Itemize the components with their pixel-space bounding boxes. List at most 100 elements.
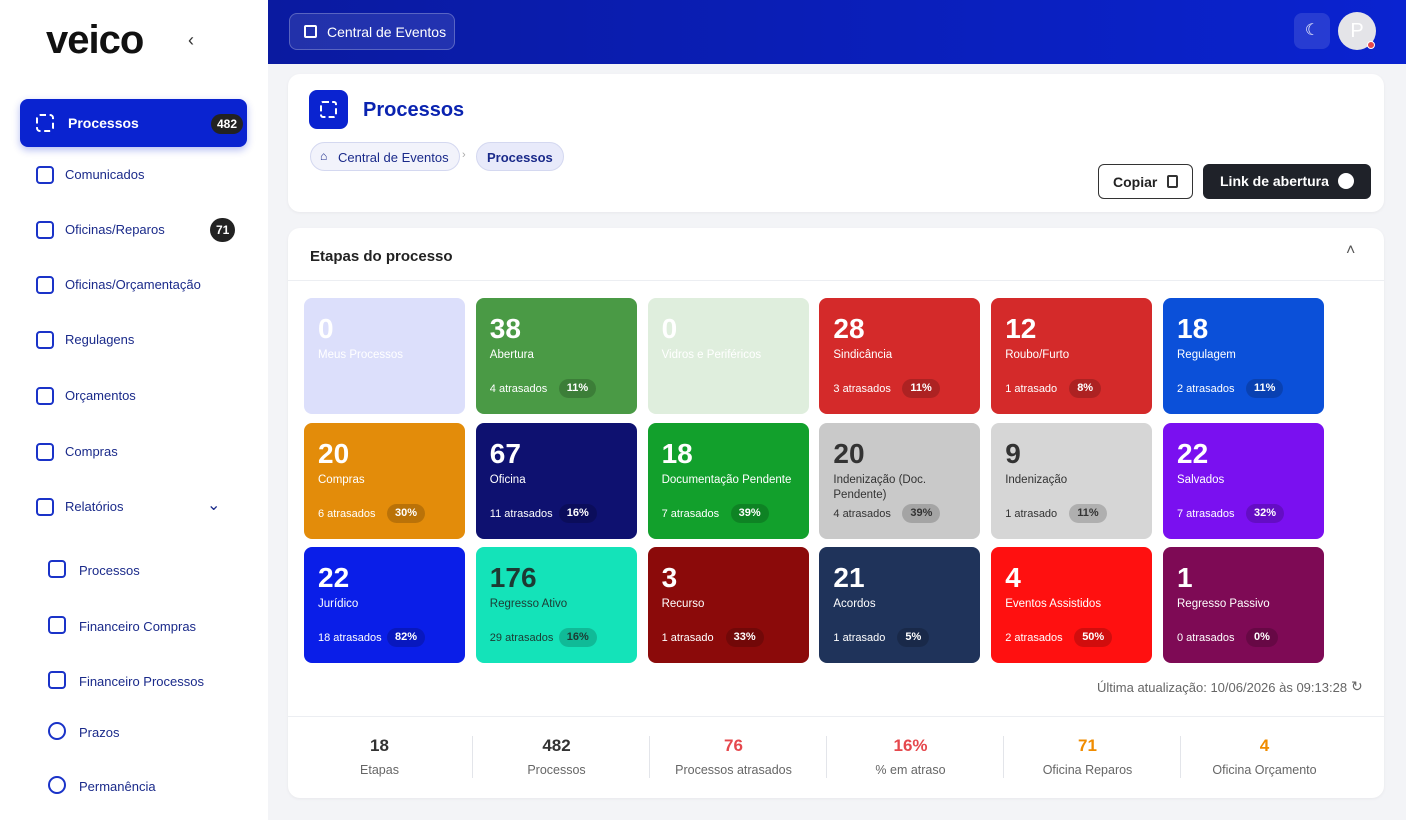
nav-label: Oficinas/Orçamentação — [65, 277, 201, 292]
stage-late: 2 atrasados — [1005, 632, 1063, 644]
sub-nav-icon — [48, 616, 66, 634]
stage-card[interactable]: 0 Vidros e Periféricos — [647, 298, 809, 414]
stage-card[interactable]: 1 Regresso Passivo 0 atrasados 0% — [1163, 547, 1324, 663]
summary-item: 16% % em atraso — [819, 728, 1002, 788]
nav-item[interactable]: Compras — [20, 428, 247, 476]
stage-late-percent: 33% — [725, 628, 764, 647]
stage-card[interactable]: 20 Indenização (Doc. Pendente) 4 atrasados… — [819, 422, 981, 539]
stage-late: 1 atrasado — [1005, 383, 1058, 395]
stage-late-percent: 82% — [387, 628, 426, 647]
sub-nav-icon — [48, 776, 66, 794]
avatar[interactable]: P — [1338, 12, 1376, 50]
sub-nav-item[interactable]: Permanência — [40, 768, 247, 804]
expand-icon[interactable]: ⌄ — [207, 497, 221, 514]
stage-count: 67 — [489, 437, 521, 469]
stage-late: 29 atrasados — [489, 632, 554, 644]
nav-label: Processos — [68, 115, 139, 131]
logo: veico — [46, 18, 144, 62]
collapse-button[interactable]: ‹ — [188, 30, 194, 50]
stage-count: 3 — [661, 562, 678, 593]
stage-late: 6 atrasados — [318, 507, 376, 520]
sub-nav-item[interactable]: Financeiro Compras — [40, 608, 247, 644]
stage-label: Vidros e Periféricos — [661, 349, 762, 361]
stage-count: 28 — [833, 313, 865, 344]
stage-card[interactable]: 20 Compras 6 atrasados 30% — [304, 422, 465, 539]
stage-card[interactable]: 3 Recurso 1 atrasado 33% — [647, 547, 809, 663]
nav-badge: 71 — [210, 218, 236, 242]
events-button[interactable]: Central de Eventos — [289, 13, 455, 50]
refresh-button[interactable]: ↻ — [1351, 678, 1363, 694]
page-title: Processos — [363, 99, 465, 121]
sub-nav-item[interactable]: Prazos — [40, 714, 247, 750]
nav-item[interactable]: Comunicados — [20, 151, 247, 199]
copy-label: Copiar — [1113, 174, 1158, 190]
nav-icon — [36, 443, 54, 461]
stage-card[interactable]: 38 Abertura 4 atrasados 11% — [475, 298, 637, 414]
nav-item[interactable]: Regulagens — [20, 316, 247, 364]
summary-item: 482 Processos — [465, 728, 648, 788]
summary-item: 71 Oficina Reparos — [996, 728, 1179, 788]
nav-label: Regulagens — [65, 332, 135, 347]
stage-label: Sindicância — [833, 349, 893, 361]
summary-item: 4 Oficina Orçamento — [1173, 728, 1356, 788]
stage-card[interactable]: 12 Roubo/Furto 1 atrasado 8% — [991, 298, 1153, 414]
stage-label: Documentação Pendente — [661, 473, 792, 486]
stage-label: Roubo/Furto — [1005, 349, 1070, 361]
nav-icon — [36, 498, 54, 516]
header-card: Processos Central de Eventos ⌂ › Processo… — [288, 74, 1384, 212]
collapse-stages[interactable]: ˄ — [1346, 242, 1356, 259]
stage-late: 0 atrasados — [1177, 632, 1235, 644]
stage-label: Meus Processos — [318, 349, 404, 361]
stage-card[interactable]: 18 Documentação Pendente 7 atrasados 39% — [647, 422, 809, 539]
sub-nav-item[interactable]: Processos — [40, 552, 247, 588]
nav-badge: 482 — [211, 114, 244, 134]
nav-item[interactable]: Relatórios ⌄ — [20, 483, 247, 531]
summary-value: 71 — [1078, 736, 1097, 755]
stage-count: 38 — [489, 313, 521, 344]
nav-item[interactable]: Processos 482 — [20, 99, 247, 147]
stage-card[interactable]: 22 Jurídico 18 atrasados 82% — [304, 547, 465, 663]
stage-card[interactable]: 28 Sindicância 3 atrasados 11% — [819, 298, 981, 414]
stages-title: Etapas do processo — [310, 248, 453, 265]
stage-late-percent: 39% — [902, 503, 941, 523]
stage-card[interactable]: 0 Meus Processos — [304, 298, 465, 414]
stage-count: 20 — [318, 437, 350, 469]
summary-label: Processos — [527, 763, 586, 777]
summary-divider — [1180, 736, 1181, 778]
nav-label: Comunicados — [65, 167, 145, 182]
theme-toggle[interactable]: ☾ — [1294, 13, 1330, 49]
stage-label: Eventos Assistidos — [1005, 598, 1102, 610]
stage-card[interactable]: 21 Acordos 1 atrasado 5% — [819, 547, 981, 663]
nav-icon — [36, 387, 54, 405]
stage-late-percent: 11% — [1246, 379, 1284, 398]
stage-late: 7 atrasados — [661, 507, 720, 520]
nav-item[interactable]: Oficinas/Reparos 71 — [20, 206, 247, 254]
stage-label: Salvados — [1177, 473, 1225, 486]
stage-late: 7 atrasados — [1177, 507, 1235, 520]
stage-card[interactable]: 176 Regresso Ativo 29 atrasados 16% — [475, 547, 637, 663]
opening-link-button[interactable]: Link de abertura — [1203, 164, 1371, 199]
sub-nav-icon — [48, 671, 66, 689]
stage-label: Recurso — [661, 598, 705, 610]
sub-nav-icon — [48, 560, 66, 578]
stage-count: 18 — [661, 437, 693, 469]
stage-count: 0 — [661, 313, 678, 344]
sub-nav-item[interactable]: Financeiro Processos — [40, 663, 247, 699]
nav-item[interactable]: Oficinas/Orçamentação — [20, 261, 247, 309]
stage-card[interactable]: 9 Indenização 1 atrasado 11% — [991, 422, 1153, 539]
summary-value: 18 — [370, 736, 389, 755]
stage-count: 20 — [833, 437, 865, 469]
stage-card[interactable]: 67 Oficina 11 atrasados 16% — [475, 422, 637, 539]
grid-icon — [304, 25, 317, 38]
copy-button[interactable]: Copiar — [1098, 164, 1193, 199]
stage-card[interactable]: 18 Regulagem 2 atrasados 11% — [1163, 298, 1324, 414]
stage-late-percent: 8% — [1069, 379, 1102, 398]
stage-card[interactable]: 22 Salvados 7 atrasados 32% — [1163, 422, 1324, 539]
stage-count: 9 — [1005, 437, 1021, 469]
stage-late: 1 atrasado — [1005, 507, 1058, 520]
nav-item[interactable]: Orçamentos — [20, 372, 247, 420]
stage-count: 1 — [1177, 562, 1193, 593]
stage-late-percent: 16% — [558, 628, 597, 647]
stage-card[interactable]: 4 Eventos Assistidos 2 atrasados 50% — [991, 547, 1153, 663]
breadcrumb-link[interactable]: Central de Eventos ⌂ — [310, 142, 460, 171]
